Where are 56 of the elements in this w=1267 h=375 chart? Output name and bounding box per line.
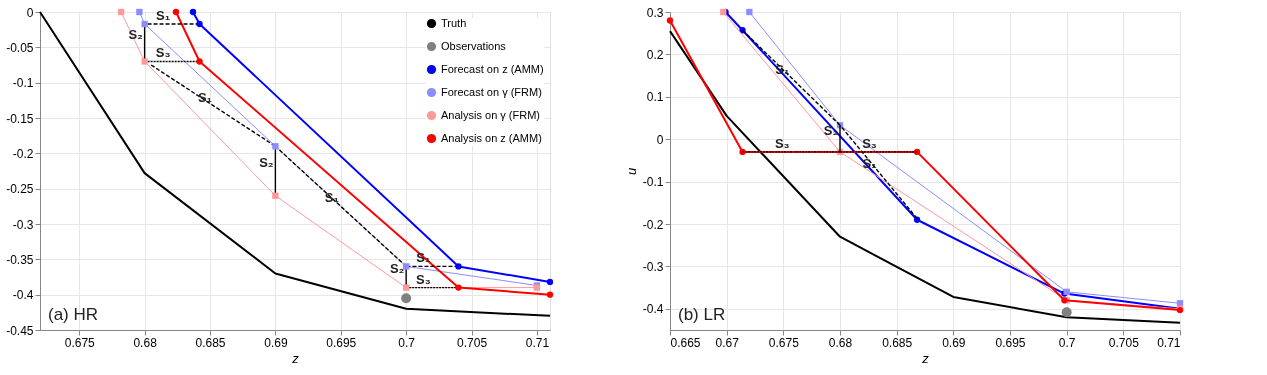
legend-label: Forecast on z (AMM) — [441, 62, 544, 75]
legend-label: Analysis on z (AMM) — [441, 131, 542, 144]
y-tick-label: 0.1 — [646, 90, 664, 105]
y-tick-label: -0.3 — [642, 259, 664, 274]
x-tick-label: 0.7 — [1058, 335, 1076, 350]
x-tick-label: 0.675 — [768, 335, 800, 350]
x-tick-label: 0.675 — [64, 335, 96, 350]
annotation: S₃ — [415, 271, 431, 287]
x-tick-label: 0.7 — [398, 335, 416, 350]
x-tick-label: 0.695 — [326, 335, 357, 350]
x-tick-label: 0.68 — [828, 335, 853, 350]
y-tick-label: -0.4 — [12, 288, 34, 303]
y-tick-label: -0.15 — [6, 111, 34, 126]
annotation: S₂ — [259, 155, 274, 170]
annotation: S₁ — [156, 8, 171, 24]
y-tick-label: -0.2 — [12, 146, 34, 161]
legend-label: Observations — [441, 39, 507, 52]
annotation: S₃ — [774, 135, 790, 151]
y-tick-label: -0.1 — [642, 175, 664, 190]
x-axis-title: z — [291, 350, 300, 366]
legend-label: Analysis on γ (FRM) — [441, 108, 541, 121]
x-tick-label: 0.685 — [195, 335, 226, 350]
x-tick-label: 0.71 — [1157, 335, 1181, 350]
y-tick-label: -0.25 — [6, 182, 34, 197]
y-axis-title: u — [623, 167, 639, 176]
annotation: S₃ — [155, 45, 171, 61]
y-tick-label: -0.3 — [12, 217, 34, 232]
annotation: (a) HR — [48, 305, 99, 324]
y-tick-label: -0.45 — [6, 323, 34, 338]
x-tick-label: 0.68 — [133, 335, 158, 350]
x-tick-label: 0.695 — [995, 335, 1026, 350]
x-tick-label: 0.665 — [670, 335, 701, 350]
x-tick-label: 0.705 — [1108, 335, 1140, 350]
annotation: S₃ — [862, 135, 877, 151]
annotation: S₁ — [197, 89, 212, 105]
annotation: S₂ — [389, 261, 405, 276]
x-axis-title: z — [921, 350, 930, 366]
y-tick-label: -0.1 — [12, 76, 34, 91]
legend-label: Forecast on γ (FRM) — [441, 85, 542, 98]
y-tick-label: -0.05 — [6, 40, 34, 55]
x-tick-label: 0.71 — [525, 335, 550, 350]
y-tick-label: 0.3 — [646, 5, 664, 20]
y-tick-label: -0.35 — [6, 252, 34, 267]
annotation: (b) LR — [678, 305, 726, 324]
x-tick-label: 0.705 — [457, 335, 488, 350]
y-tick-label: -0.2 — [642, 217, 664, 232]
y-tick-label: 0 — [26, 5, 34, 20]
x-tick-label: 0.69 — [264, 335, 288, 350]
y-tick-label: 0.2 — [646, 47, 664, 62]
legend-label: Truth — [441, 16, 467, 29]
x-tick-label: 0.685 — [882, 335, 913, 350]
annotation: S₂ — [128, 27, 144, 43]
y-tick-label: -0.4 — [642, 302, 664, 317]
x-tick-label: 0.69 — [942, 335, 966, 350]
x-tick-label: 0.67 — [715, 335, 740, 350]
y-tick-label: 0 — [656, 132, 664, 147]
